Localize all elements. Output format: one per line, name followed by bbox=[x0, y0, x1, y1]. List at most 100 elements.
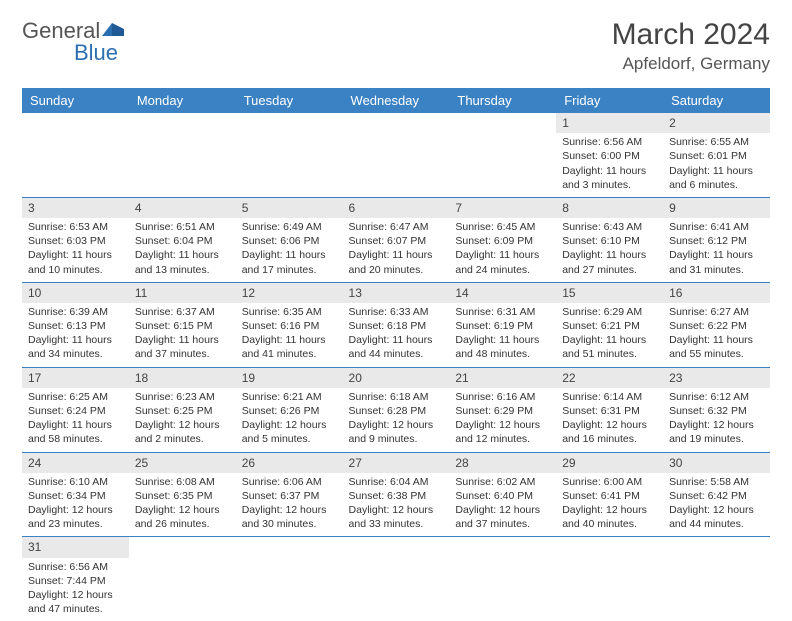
day-number: 29 bbox=[556, 453, 663, 473]
day-number: 3 bbox=[22, 198, 129, 218]
daylight-text: Daylight: 12 hours and 2 minutes. bbox=[135, 418, 230, 446]
calendar-cell bbox=[129, 537, 236, 621]
daylight-text: Daylight: 11 hours and 24 minutes. bbox=[455, 248, 550, 276]
sunrise-text: Sunrise: 6:16 AM bbox=[455, 390, 550, 404]
calendar-cell bbox=[449, 113, 556, 197]
calendar-cell: 8Sunrise: 6:43 AMSunset: 6:10 PMDaylight… bbox=[556, 197, 663, 282]
daylight-text: Daylight: 11 hours and 6 minutes. bbox=[669, 164, 764, 192]
calendar-cell: 14Sunrise: 6:31 AMSunset: 6:19 PMDayligh… bbox=[449, 282, 556, 367]
calendar-cell bbox=[236, 113, 343, 197]
sunset-text: Sunset: 6:09 PM bbox=[455, 234, 550, 248]
calendar-cell: 16Sunrise: 6:27 AMSunset: 6:22 PMDayligh… bbox=[663, 282, 770, 367]
sunset-text: Sunset: 6:22 PM bbox=[669, 319, 764, 333]
calendar-cell: 23Sunrise: 6:12 AMSunset: 6:32 PMDayligh… bbox=[663, 367, 770, 452]
day-number: 23 bbox=[663, 368, 770, 388]
calendar-cell: 17Sunrise: 6:25 AMSunset: 6:24 PMDayligh… bbox=[22, 367, 129, 452]
logo-text-blue: Blue bbox=[74, 40, 118, 66]
sunset-text: Sunset: 6:19 PM bbox=[455, 319, 550, 333]
day-number: 15 bbox=[556, 283, 663, 303]
sunrise-text: Sunrise: 6:12 AM bbox=[669, 390, 764, 404]
sunrise-text: Sunrise: 6:53 AM bbox=[28, 220, 123, 234]
calendar-cell: 27Sunrise: 6:04 AMSunset: 6:38 PMDayligh… bbox=[343, 452, 450, 537]
daylight-text: Daylight: 12 hours and 5 minutes. bbox=[242, 418, 337, 446]
day-header: Wednesday bbox=[343, 88, 450, 113]
day-header: Monday bbox=[129, 88, 236, 113]
day-number: 21 bbox=[449, 368, 556, 388]
sunset-text: Sunset: 6:21 PM bbox=[562, 319, 657, 333]
sunrise-text: Sunrise: 6:43 AM bbox=[562, 220, 657, 234]
calendar-cell bbox=[129, 113, 236, 197]
daylight-text: Daylight: 12 hours and 37 minutes. bbox=[455, 503, 550, 531]
day-number: 14 bbox=[449, 283, 556, 303]
sunset-text: Sunset: 6:16 PM bbox=[242, 319, 337, 333]
calendar-cell: 30Sunrise: 5:58 AMSunset: 6:42 PMDayligh… bbox=[663, 452, 770, 537]
sunrise-text: Sunrise: 5:58 AM bbox=[669, 475, 764, 489]
day-number: 31 bbox=[22, 537, 129, 557]
location-label: Apfeldorf, Germany bbox=[612, 54, 770, 74]
sunrise-text: Sunrise: 6:04 AM bbox=[349, 475, 444, 489]
day-number: 9 bbox=[663, 198, 770, 218]
daylight-text: Daylight: 11 hours and 27 minutes. bbox=[562, 248, 657, 276]
calendar-cell bbox=[343, 113, 450, 197]
sunrise-text: Sunrise: 6:37 AM bbox=[135, 305, 230, 319]
sunset-text: Sunset: 6:31 PM bbox=[562, 404, 657, 418]
sunrise-text: Sunrise: 6:23 AM bbox=[135, 390, 230, 404]
calendar-week: 3 Sunrise: 6:53 AMSunset: 6:03 PM Daylight… bbox=[22, 197, 770, 282]
sunset-text: Sunset: 6:42 PM bbox=[669, 489, 764, 503]
daylight-text: Daylight: 12 hours and 23 minutes. bbox=[28, 503, 123, 531]
daylight-text: Daylight: 12 hours and 16 minutes. bbox=[562, 418, 657, 446]
calendar-week: 31Sunrise: 6:56 AMSunset: 7:44 PMDayligh… bbox=[22, 537, 770, 621]
calendar-cell: 2Sunrise: 6:55 AMSunset: 6:01 PMDaylight… bbox=[663, 113, 770, 197]
day-number: 28 bbox=[449, 453, 556, 473]
daylight-text: Daylight: 12 hours and 19 minutes. bbox=[669, 418, 764, 446]
day-header: Friday bbox=[556, 88, 663, 113]
calendar-cell: 26Sunrise: 6:06 AMSunset: 6:37 PMDayligh… bbox=[236, 452, 343, 537]
day-number: 12 bbox=[236, 283, 343, 303]
day-number: 2 bbox=[663, 113, 770, 133]
sunset-text: Sunset: 6:25 PM bbox=[135, 404, 230, 418]
day-number: 24 bbox=[22, 453, 129, 473]
calendar-cell bbox=[449, 537, 556, 621]
sunrise-text: Sunrise: 6:45 AM bbox=[455, 220, 550, 234]
calendar-cell: 1Sunrise: 6:56 AMSunset: 6:00 PMDaylight… bbox=[556, 113, 663, 197]
day-number: 19 bbox=[236, 368, 343, 388]
sunrise-text: Sunrise: 6:47 AM bbox=[349, 220, 444, 234]
day-number: 17 bbox=[22, 368, 129, 388]
sunrise-text: Sunrise: 6:29 AM bbox=[562, 305, 657, 319]
day-number: 25 bbox=[129, 453, 236, 473]
calendar-cell: 22Sunrise: 6:14 AMSunset: 6:31 PMDayligh… bbox=[556, 367, 663, 452]
sunrise-text: Sunrise: 6:56 AM bbox=[562, 135, 657, 149]
day-header: Thursday bbox=[449, 88, 556, 113]
daylight-text: Daylight: 11 hours and 3 minutes. bbox=[562, 164, 657, 192]
calendar-cell: 3Sunrise: 6:53 AMSunset: 6:03 PMDaylight… bbox=[22, 197, 129, 282]
day-header: Tuesday bbox=[236, 88, 343, 113]
sunset-text: Sunset: 6:28 PM bbox=[349, 404, 444, 418]
calendar-cell bbox=[556, 537, 663, 621]
sunset-text: Sunset: 6:06 PM bbox=[242, 234, 337, 248]
sunrise-text: Sunrise: 6:41 AM bbox=[669, 220, 764, 234]
title-block: March 2024 Apfeldorf, Germany bbox=[612, 18, 770, 74]
daylight-text: Daylight: 11 hours and 58 minutes. bbox=[28, 418, 123, 446]
page-header: GeneralBlue March 2024 Apfeldorf, German… bbox=[22, 18, 770, 74]
sunrise-text: Sunrise: 6:02 AM bbox=[455, 475, 550, 489]
sunrise-text: Sunrise: 6:56 AM bbox=[28, 560, 123, 574]
calendar-cell: 6Sunrise: 6:47 AMSunset: 6:07 PMDaylight… bbox=[343, 197, 450, 282]
daylight-text: Daylight: 11 hours and 31 minutes. bbox=[669, 248, 764, 276]
sunset-text: Sunset: 6:00 PM bbox=[562, 149, 657, 163]
sunset-text: Sunset: 6:34 PM bbox=[28, 489, 123, 503]
sunrise-text: Sunrise: 6:35 AM bbox=[242, 305, 337, 319]
daylight-text: Daylight: 11 hours and 17 minutes. bbox=[242, 248, 337, 276]
day-number: 7 bbox=[449, 198, 556, 218]
calendar-cell bbox=[22, 113, 129, 197]
calendar-week: 24Sunrise: 6:10 AMSunset: 6:34 PMDayligh… bbox=[22, 452, 770, 537]
calendar-cell: 31Sunrise: 6:56 AMSunset: 7:44 PMDayligh… bbox=[22, 537, 129, 621]
sunset-text: Sunset: 6:03 PM bbox=[28, 234, 123, 248]
sunset-text: Sunset: 6:15 PM bbox=[135, 319, 230, 333]
sunrise-text: Sunrise: 6:14 AM bbox=[562, 390, 657, 404]
daylight-text: Daylight: 11 hours and 41 minutes. bbox=[242, 333, 337, 361]
daylight-text: Daylight: 12 hours and 9 minutes. bbox=[349, 418, 444, 446]
flag-icon bbox=[102, 21, 126, 42]
sunrise-text: Sunrise: 6:31 AM bbox=[455, 305, 550, 319]
calendar-cell: 4Sunrise: 6:51 AMSunset: 6:04 PMDaylight… bbox=[129, 197, 236, 282]
sunrise-text: Sunrise: 6:51 AM bbox=[135, 220, 230, 234]
